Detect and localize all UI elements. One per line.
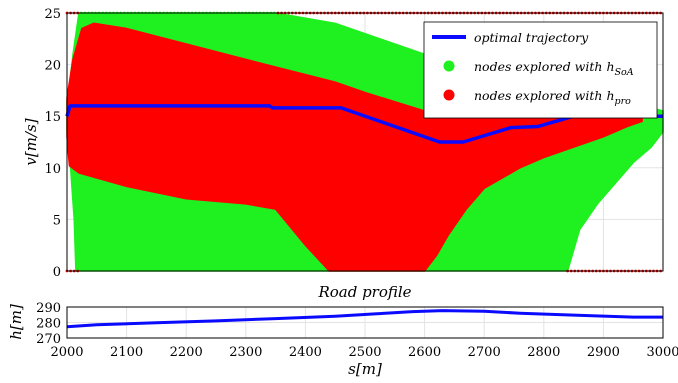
optimal-trajectory [65,104,663,144]
y-tick-label: 5 [53,213,61,228]
legend-subscript: pro [615,96,632,107]
height-axis-label: h[m] [7,304,25,340]
y-tick-label: 20 [44,59,61,74]
x-tick-label: 2000 [50,345,83,360]
legend-subscript: SoA [615,67,634,78]
x-tick-label: 2600 [408,345,441,360]
legend-h-symbol: h [606,59,614,74]
y-tick-label: 270 [36,332,61,347]
distance-axis-label: s[m] [348,360,382,378]
legend-label: optimal trajectory [474,30,589,45]
y-tick-label: 280 [36,317,61,332]
road-profile-line [66,309,663,329]
legend: optimal trajectory nodes explored with hS… [423,21,658,119]
legend-label: nodes explored with hpro [474,88,631,107]
x-tick-label: 2900 [587,345,620,360]
y-tick-label: 15 [44,110,61,125]
x-tick-label: 2200 [170,345,203,360]
trajectory-line [65,104,663,144]
x-tick-label: 2100 [110,345,143,360]
x-tick-label: 2500 [348,345,381,360]
legend-swatch-dot [443,60,455,72]
speed-axis-label: v[m/s] [22,118,40,165]
x-tick-label: 2300 [229,345,262,360]
y-tick-label: 25 [44,7,61,22]
region-h-pro [66,22,643,272]
legend-swatch-dot [443,89,455,101]
legend-h-symbol: h [606,88,614,103]
road-profile-frame [66,306,664,339]
legend-label: nodes explored with hSoA [474,59,634,78]
road-profile-title: Road profile [317,283,411,301]
y-tick-label: 10 [44,162,61,177]
x-tick-label: 2700 [468,345,501,360]
y-tick-label: 290 [36,301,61,316]
speed-chart-ticks: 0 5 10 15 20 25 [44,7,61,280]
x-tick-label: 3000 [646,345,678,360]
x-tick-label: 2800 [527,345,560,360]
x-tick-label: 2400 [289,345,322,360]
y-tick-label: 0 [53,265,61,280]
road-profile-curve [66,309,663,329]
speed-chart-frame [66,12,664,272]
